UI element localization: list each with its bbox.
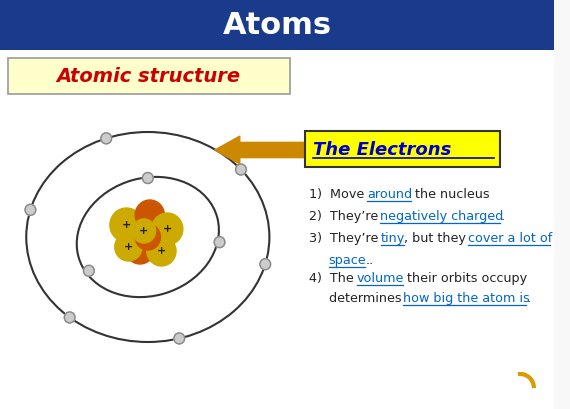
FancyBboxPatch shape: [306, 131, 500, 167]
Circle shape: [152, 213, 183, 245]
Bar: [0, 0, 555, 50]
Text: 3)  They’re: 3) They’re: [310, 232, 382, 245]
Circle shape: [115, 233, 142, 261]
Text: +: +: [162, 224, 172, 234]
Circle shape: [214, 237, 225, 247]
Circle shape: [174, 333, 185, 344]
Text: volume: volume: [357, 272, 404, 285]
Circle shape: [147, 236, 176, 266]
Text: +: +: [124, 242, 133, 252]
Circle shape: [260, 258, 271, 270]
Text: 4)  The: 4) The: [310, 272, 358, 285]
Text: ..: ..: [365, 254, 373, 267]
Text: 2)  They’re: 2) They’re: [310, 210, 382, 223]
Circle shape: [101, 133, 112, 144]
Text: 1)  Move: 1) Move: [310, 188, 369, 201]
Text: .: .: [527, 292, 531, 305]
Text: .: .: [500, 210, 504, 223]
Text: Atomic structure: Atomic structure: [57, 67, 241, 86]
Circle shape: [235, 164, 246, 175]
Bar: [0, 50, 555, 409]
Text: +: +: [157, 246, 166, 256]
Text: +: +: [122, 220, 131, 230]
Text: Atoms: Atoms: [223, 11, 332, 40]
Text: , but they: , but they: [404, 232, 470, 245]
Text: cover a lot of: cover a lot of: [469, 232, 552, 245]
Circle shape: [110, 208, 143, 242]
Circle shape: [84, 265, 94, 276]
FancyArrowPatch shape: [215, 136, 304, 164]
Text: space: space: [329, 254, 367, 267]
Circle shape: [25, 204, 36, 215]
FancyBboxPatch shape: [8, 58, 290, 94]
Text: the nucleus: the nucleus: [411, 188, 490, 201]
Text: how big the atom is: how big the atom is: [403, 292, 530, 305]
Text: around: around: [367, 188, 412, 201]
Circle shape: [125, 234, 154, 264]
Text: The Electrons: The Electrons: [313, 141, 451, 159]
Text: determines: determines: [329, 292, 405, 305]
Circle shape: [132, 219, 156, 243]
Text: negatively charged: negatively charged: [381, 210, 504, 223]
Circle shape: [135, 200, 164, 230]
Circle shape: [135, 224, 161, 250]
Text: tiny: tiny: [381, 232, 405, 245]
Circle shape: [142, 173, 153, 184]
Circle shape: [64, 312, 75, 323]
Text: +: +: [139, 226, 149, 236]
Text: their orbits occupy: their orbits occupy: [403, 272, 527, 285]
